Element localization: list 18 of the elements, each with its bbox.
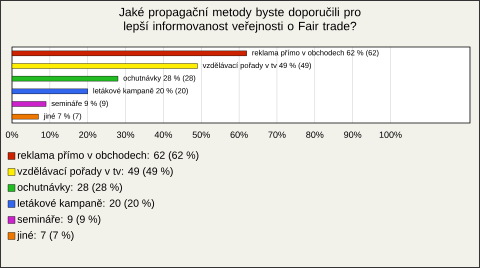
text: reklama přímo v obchodech: 62 (62 %): [18, 151, 198, 161]
x-tick-label: 10%: [42, 132, 59, 138]
text: ochutnávky: 28 (28 %): [18, 183, 122, 193]
x-tick-label: 90%: [344, 132, 362, 138]
text: jiné: 7 (7 %): [16, 231, 74, 241]
x-tick-label: 50%: [192, 132, 210, 138]
x-tick-label: 30%: [116, 132, 134, 138]
text: vzdělávací pořady v tv: 49 (49 %): [17, 167, 173, 177]
x-tick-label: 60%: [230, 132, 248, 138]
x-tick-label: 100%: [380, 132, 402, 138]
chart-title: Jaké propagační metody byste doporučili pro lepší informovanost veřejnosti o Fair trade?: [119, 7, 361, 33]
x-tick-label: 80%: [306, 132, 324, 138]
text: semináře: 9 (9 %): [18, 215, 100, 225]
x-tick-label: 0%: [6, 132, 18, 138]
x-tick-label: 20%: [79, 132, 96, 138]
text: letákové kampaně: 20 (20 %): [18, 199, 154, 209]
x-tick-label: 40%: [154, 132, 172, 138]
x-tick-label: 70%: [268, 132, 286, 138]
